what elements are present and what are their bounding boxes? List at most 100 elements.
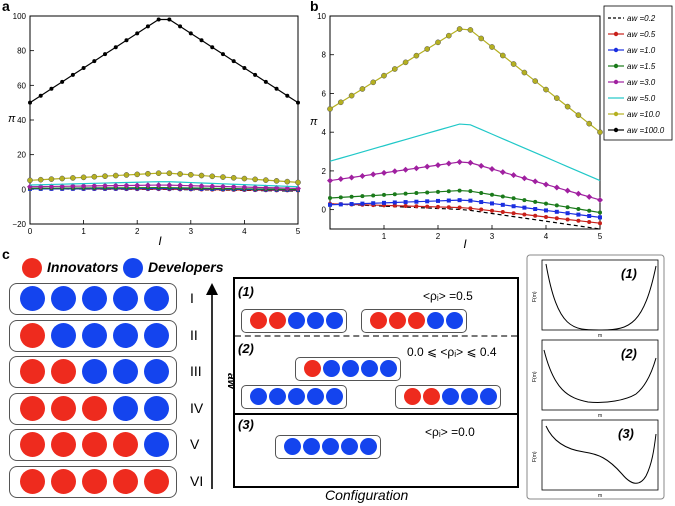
legend-marker-1 <box>613 31 619 37</box>
a-xtick-label: 5 <box>296 227 301 236</box>
a-point-aw=100.0 <box>220 52 225 57</box>
b-point-aw=1.5 <box>511 196 516 201</box>
b-point-aw=1.5 <box>436 189 440 194</box>
a-point-aw=10.0 <box>80 174 87 181</box>
svg-text:F(m): F(m) <box>532 291 538 302</box>
configuration-caption: Configuration <box>325 487 409 503</box>
legend-label-3: aw =1.5 <box>627 62 656 71</box>
b-point-aw=10.0 <box>424 46 431 52</box>
b-point-aw=1.5 <box>522 198 527 203</box>
innovator-dot <box>20 322 45 348</box>
configuration-row <box>9 465 177 498</box>
b-point-aw=1.5 <box>500 194 505 199</box>
b-point-aw=1.0 <box>414 199 419 204</box>
panel-a-letter: a <box>2 0 10 14</box>
b-point-aw=0.5 <box>490 208 494 213</box>
a-point-aw=100.0 <box>145 24 150 29</box>
aw-arrow: aw <box>206 283 238 489</box>
svg-text:F(m): F(m) <box>532 371 538 382</box>
a-point-aw=3.0 <box>230 183 237 190</box>
b-point-aw=1.0 <box>392 200 397 205</box>
b-point-aw=10.0 <box>456 26 463 32</box>
developer-dot <box>326 388 343 405</box>
b-point-aw=3.0 <box>391 168 398 175</box>
b-point-aw=1.5 <box>457 188 462 193</box>
developer-dot <box>380 360 397 377</box>
developer-dot <box>250 388 267 405</box>
innovator-dot <box>51 468 76 494</box>
b-point-aw=1.0 <box>446 198 451 203</box>
b-point-aw=1.0 <box>511 204 516 209</box>
b-point-aw=10.0 <box>532 78 539 84</box>
developer-dot <box>113 359 138 384</box>
a-point-aw=100.0 <box>103 52 108 57</box>
a-point-aw=100.0 <box>263 79 268 84</box>
b-point-aw=3.0 <box>597 196 603 203</box>
b-point-aw=1.0 <box>544 208 548 213</box>
a-point-aw=100.0 <box>231 59 236 64</box>
a-point-aw=3.0 <box>219 183 226 190</box>
b-series-line-aw=5.0 <box>329 123 601 182</box>
b-point-aw=1.5 <box>446 189 451 194</box>
a-ytick-label: 20 <box>17 151 26 160</box>
b-point-aw=3.0 <box>553 184 560 191</box>
innovator-dot <box>51 395 76 421</box>
a-point-aw=3.0 <box>241 184 248 191</box>
innovator-dot <box>20 468 45 494</box>
panel-c-letter: c <box>2 246 10 262</box>
b-point-aw=0.5 <box>479 207 484 212</box>
b-point-aw=3.0 <box>348 174 355 181</box>
a-point-aw=100.0 <box>167 17 172 22</box>
b-point-aw=1.5 <box>468 189 473 194</box>
svg-text:F(m): F(m) <box>532 451 538 462</box>
developer-dot <box>360 438 377 455</box>
b-point-aw=1.0 <box>500 202 505 207</box>
configuration-box: (1) <ρᵢ> =0.5 (2) 0.0 ⩽ <ρᵢ> ⩽ 0.4 (3) <… <box>233 277 519 488</box>
b-point-aw=0.5 <box>468 206 473 211</box>
b-point-aw=10.0 <box>413 52 420 59</box>
mini-configuration <box>275 435 381 459</box>
b-point-aw=3.0 <box>402 166 409 173</box>
a-point-aw=10.0 <box>112 172 119 179</box>
b-point-aw=10.0 <box>499 52 506 59</box>
developer-dot <box>284 438 301 455</box>
b-point-aw=1.5 <box>576 206 581 211</box>
innovator-dot <box>51 359 76 384</box>
b-point-aw=10.0 <box>327 106 333 112</box>
a-point-aw=100.0 <box>199 38 204 43</box>
b-point-aw=10.0 <box>435 39 441 46</box>
configuration-row <box>9 283 177 315</box>
a-point-aw=100.0 <box>60 79 65 84</box>
configuration-row <box>9 356 177 388</box>
innovator-dot <box>269 312 286 329</box>
b-point-aw=10.0 <box>402 59 409 66</box>
b-point-aw=1.5 <box>533 199 538 204</box>
b-point-aw=10.0 <box>478 35 485 42</box>
b-point-aw=3.0 <box>521 175 528 182</box>
legend-marker-2 <box>613 47 619 53</box>
legend-marker-7 <box>613 127 619 133</box>
b-point-aw=0.5 <box>533 213 538 218</box>
innovator-dot <box>82 395 107 421</box>
b-point-aw=1.0 <box>565 211 570 216</box>
a-point-aw=100.0 <box>92 59 97 64</box>
a-xtick-label: 2 <box>135 227 140 236</box>
a-point-aw=100.0 <box>210 45 215 50</box>
a-point-aw=3.0 <box>198 182 205 189</box>
a-point-aw=3.0 <box>187 182 194 189</box>
b-point-aw=10.0 <box>467 27 474 33</box>
a-point-aw=100.0 <box>28 100 32 105</box>
panel-a-axes-box <box>29 15 299 225</box>
innovator-dot <box>404 388 421 405</box>
b-point-aw=1.5 <box>392 192 397 197</box>
b-xtick-label: 5 <box>598 232 603 241</box>
legend-label-4: aw =3.0 <box>627 78 656 87</box>
a-point-aw=100.0 <box>188 31 193 36</box>
b-point-aw=1.0 <box>490 201 494 206</box>
a-point-aw=10.0 <box>273 178 280 184</box>
a-point-aw=10.0 <box>198 172 205 179</box>
energy-plot-2: (2) F(m) m <box>532 339 659 419</box>
innovators-legend-label: Innovators <box>47 259 119 275</box>
a-point-aw=10.0 <box>70 175 76 181</box>
b-point-aw=10.0 <box>370 79 377 86</box>
